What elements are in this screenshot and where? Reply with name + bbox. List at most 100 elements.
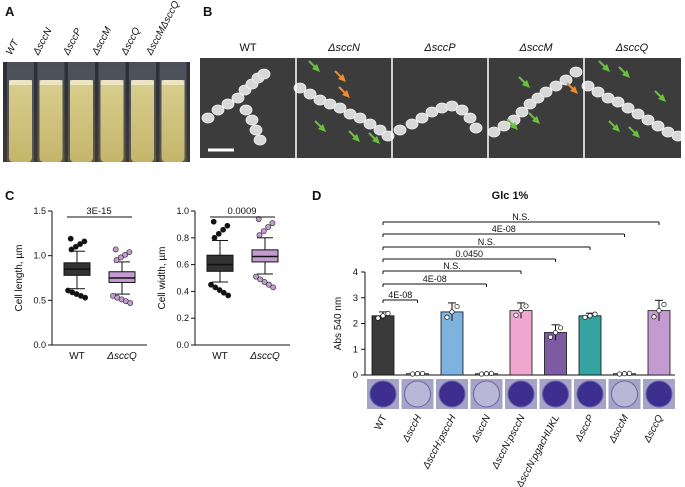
x-tick-label: ΔsccH:psccH bbox=[421, 413, 459, 472]
y-tick-label: 0.6 bbox=[176, 260, 189, 270]
outlier-point bbox=[211, 234, 218, 241]
bacterium-cell bbox=[303, 88, 317, 100]
arrow-marker bbox=[348, 130, 358, 140]
x-tick-label: ΔsccQ bbox=[642, 413, 666, 445]
bacterium-cell bbox=[591, 86, 605, 98]
sem-title-wt: WT bbox=[239, 42, 257, 54]
tube-label: WT bbox=[4, 38, 22, 57]
bacterium-cell bbox=[415, 112, 429, 124]
sem-images bbox=[200, 58, 681, 158]
tube-label: ΔsccQ bbox=[119, 25, 143, 57]
outlier-point bbox=[210, 218, 217, 225]
arrow-marker bbox=[506, 118, 516, 128]
arrow-marker bbox=[334, 70, 344, 80]
arrow-marker bbox=[518, 76, 528, 86]
arrow-marker bbox=[308, 60, 318, 70]
bacterium-cell bbox=[231, 92, 245, 104]
tube-label: ΔsccN bbox=[31, 26, 55, 57]
bacterium-cell bbox=[381, 130, 395, 142]
box bbox=[206, 254, 234, 272]
p-value-label: N.S. bbox=[478, 237, 496, 247]
bacterium-cell bbox=[353, 112, 367, 124]
outlier-point bbox=[68, 246, 75, 253]
bacterium-cell bbox=[333, 102, 347, 114]
tube-meniscus bbox=[70, 80, 93, 85]
outlier-point bbox=[269, 220, 276, 226]
bacterium-cell bbox=[463, 112, 477, 124]
data-point bbox=[419, 370, 426, 376]
well-circle bbox=[576, 380, 604, 408]
tube-meniscus bbox=[131, 80, 154, 85]
tube-photo bbox=[3, 62, 190, 162]
well-circle bbox=[473, 380, 500, 408]
sem-title-sccn: ΔsccN bbox=[328, 42, 360, 54]
panel-c-plots: 0.0 0.5 1.0 1.5 Cell length, µm WT ΔsccQ 3E-15 0… bbox=[14, 206, 290, 362]
box bbox=[108, 271, 136, 283]
y-axis-label: Cell length, µm bbox=[14, 245, 25, 312]
x-tick-label: ΔsccH bbox=[400, 413, 424, 445]
bacterium-cell bbox=[239, 104, 253, 116]
data-point bbox=[523, 303, 529, 309]
y-tick-label: 1 bbox=[353, 344, 358, 355]
x-tick-label: ΔsccQ bbox=[106, 351, 137, 362]
bacterium-cell bbox=[631, 108, 645, 120]
bacterium-cell bbox=[373, 124, 387, 136]
outlier-point bbox=[220, 289, 227, 296]
bacterium-cell bbox=[211, 104, 225, 116]
data-point bbox=[478, 371, 485, 377]
y-tick-label: 0 bbox=[353, 370, 358, 381]
outlier-point bbox=[113, 257, 120, 264]
outlier-point bbox=[253, 273, 259, 280]
data-point bbox=[621, 371, 628, 377]
sem-title-sccm: ΔsccM bbox=[519, 42, 553, 54]
y-tick-label: 2 bbox=[353, 319, 358, 330]
tube-culture bbox=[131, 80, 154, 162]
outlier-point bbox=[126, 249, 133, 255]
p-value-label: N.S. bbox=[443, 261, 461, 271]
bacterium-cell bbox=[515, 106, 529, 118]
bacterium-cell bbox=[581, 80, 595, 92]
data-point bbox=[488, 370, 495, 376]
data-point bbox=[385, 310, 391, 317]
outlier-point bbox=[220, 226, 226, 233]
well-circle bbox=[645, 380, 673, 408]
x-tick-label: WT bbox=[69, 351, 85, 362]
data-point bbox=[444, 314, 450, 320]
bacterium-cell bbox=[621, 102, 635, 114]
outlier-point bbox=[255, 216, 262, 222]
panel-b-letter: B bbox=[203, 4, 213, 19]
y-tick-label: 0.2 bbox=[176, 313, 189, 323]
data-point bbox=[656, 308, 662, 314]
outlier-point bbox=[212, 284, 219, 291]
outlier-point bbox=[216, 287, 223, 293]
outlier-point bbox=[257, 276, 264, 283]
bar bbox=[440, 311, 464, 376]
bacterium-cell bbox=[641, 114, 655, 126]
bacterium-cell bbox=[671, 130, 681, 142]
sem-title-sccp: ΔsccP bbox=[424, 42, 456, 54]
outlier-point bbox=[67, 235, 74, 242]
bacterium-cell bbox=[245, 114, 259, 126]
well-circle bbox=[542, 380, 569, 408]
p-value-label: 4E-08 bbox=[423, 274, 447, 284]
data-point bbox=[449, 309, 455, 315]
bacterium-cell bbox=[523, 98, 537, 110]
p-value-label: 0.0450 bbox=[455, 249, 483, 259]
tube-meniscus bbox=[161, 80, 185, 85]
outlier-point bbox=[117, 254, 124, 261]
well-circle bbox=[507, 380, 535, 408]
y-tick-label: 4 bbox=[353, 267, 358, 278]
data-point bbox=[547, 334, 554, 340]
panel-d-letter: D bbox=[312, 188, 322, 203]
arrow-marker bbox=[628, 126, 638, 136]
arrow-marker bbox=[566, 82, 576, 92]
outlier-point bbox=[224, 222, 231, 229]
bacterium-cell bbox=[497, 120, 511, 132]
y-tick-label: 1.0 bbox=[176, 206, 189, 216]
outlier-point bbox=[261, 279, 268, 285]
tube-meniscus bbox=[39, 80, 63, 85]
y-tick-label: 0.0 bbox=[33, 340, 46, 350]
bacterium-cell bbox=[249, 124, 263, 136]
tube-culture bbox=[39, 80, 63, 162]
bacterium-cell bbox=[531, 92, 545, 104]
